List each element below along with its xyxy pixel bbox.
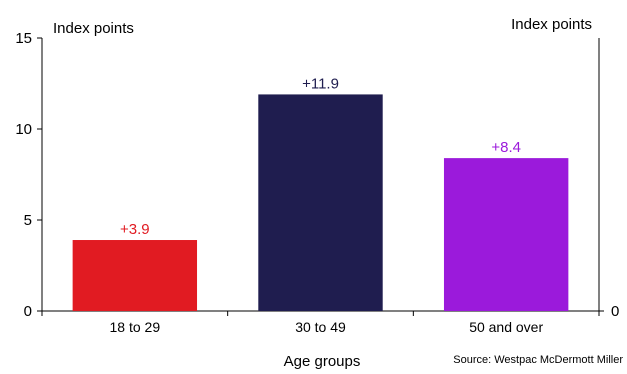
left-y-tick-label: 5 [24,212,32,229]
right-axis-title: Index points [511,16,592,33]
bar [443,158,569,311]
left-y-tick-label: 15 [15,30,32,47]
bars [72,94,569,311]
right-y-ticks: 0 [599,303,619,320]
source-note: Source: Westpac McDermott Miller [453,354,623,366]
bar-data-label: +8.4 [491,139,521,156]
category-labels: 18 to 29 30 to 49 50 and over [110,319,544,335]
x-ticks [41,311,600,316]
category-label: 30 to 49 [295,319,346,335]
left-y-ticks: 0 5 10 15 [15,30,42,320]
bar-data-labels: +3.9 +11.9 +8.4 [120,75,521,238]
left-axis-title: Index points [53,20,134,37]
bar [258,94,383,311]
left-y-tick-label: 0 [24,303,32,320]
bar-data-label: +3.9 [120,221,150,238]
category-label: 50 and over [469,319,543,335]
left-y-tick-label: 10 [15,121,32,138]
bar [72,240,198,311]
category-label: 18 to 29 [110,319,161,335]
bar-data-label: +11.9 [302,75,339,92]
x-axis-title: Age groups [284,353,361,369]
right-y-tick-label: 0 [611,303,619,320]
